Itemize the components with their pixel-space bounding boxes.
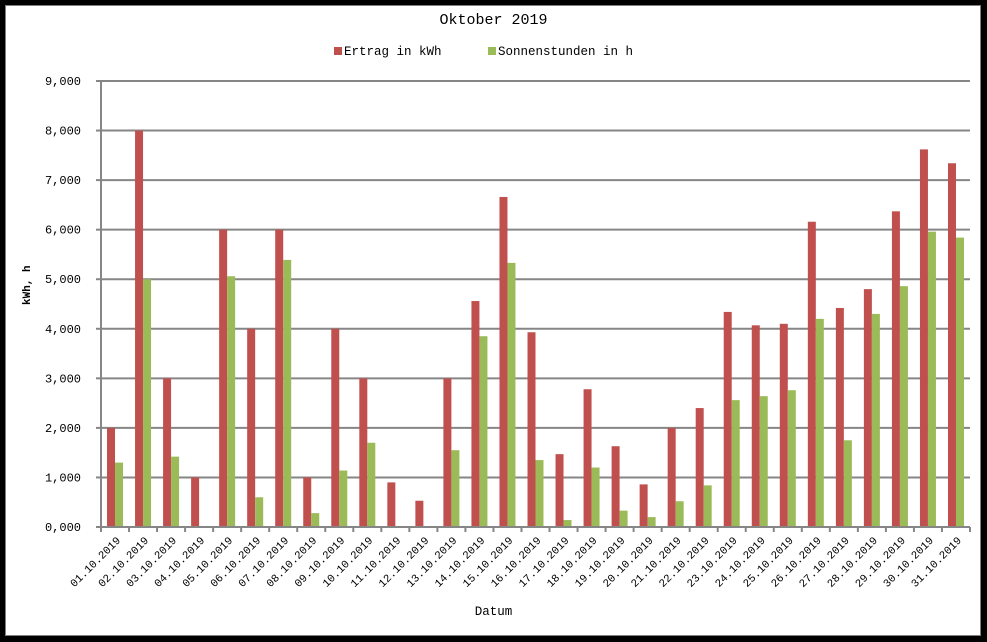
- bar: [723, 311, 732, 527]
- bar: [191, 477, 200, 527]
- bar: [899, 286, 908, 527]
- bar: [479, 336, 488, 527]
- bar: [283, 259, 292, 527]
- y-axis-ticks: 0,000 1,000 2,000 3,000 4,000 5,000 6,000 7,000…: [45, 75, 101, 535]
- y-tick-label: 3,000: [45, 372, 81, 386]
- bar: [255, 497, 264, 527]
- bar: [871, 313, 880, 527]
- bar: [535, 460, 544, 527]
- bar: [107, 427, 116, 527]
- bar: [171, 456, 180, 527]
- bar: [619, 510, 628, 527]
- bar: [115, 462, 124, 527]
- legend-item-sonnenstunden: Sonnenstunden in h: [488, 45, 633, 59]
- legend-swatch-green-icon: [488, 47, 496, 55]
- bar: [163, 378, 172, 527]
- x-tick-label: 31.10.2019: [910, 535, 965, 590]
- bar: [835, 307, 844, 527]
- bar: [863, 289, 872, 527]
- bar: [339, 470, 348, 527]
- bar: [695, 408, 704, 527]
- y-tick-label: 7,000: [45, 174, 81, 188]
- bar-series: [107, 130, 964, 528]
- bar: [555, 454, 564, 527]
- bar: [275, 229, 284, 527]
- bar: [955, 237, 964, 527]
- bar: [675, 501, 684, 527]
- y-tick-label: 4,000: [45, 323, 81, 337]
- bar: [815, 318, 824, 527]
- bar: [583, 389, 592, 527]
- bar: [367, 442, 376, 527]
- y-tick-label: 2,000: [45, 422, 81, 436]
- y-tick-label: 0,000: [45, 521, 81, 535]
- bar: [807, 221, 816, 527]
- y-tick-label: 1,000: [45, 471, 81, 485]
- y-tick-label: 5,000: [45, 273, 81, 287]
- y-tick-label: 9,000: [45, 75, 81, 89]
- bar: [443, 378, 452, 527]
- bar: [647, 517, 656, 527]
- bar: [667, 427, 676, 527]
- bar: [751, 325, 760, 527]
- bar: [563, 520, 572, 527]
- bar: [311, 513, 320, 527]
- bar: [843, 440, 852, 527]
- bar: [779, 323, 788, 527]
- chart-legend: Ertrag in kWh Sonnenstunden in h: [0, 45, 987, 63]
- legend-item-ertrag: Ertrag in kWh: [334, 45, 442, 59]
- legend-label: Ertrag in kWh: [344, 45, 442, 59]
- legend-swatch-red-icon: [334, 47, 342, 55]
- bar: [135, 130, 144, 528]
- bar: [591, 467, 600, 527]
- y-tick-label: 6,000: [45, 224, 81, 238]
- bar: [219, 229, 228, 527]
- bar: [415, 500, 424, 527]
- bar: [387, 482, 396, 527]
- bar: [759, 396, 768, 527]
- bar: [947, 163, 956, 528]
- bar: [471, 301, 480, 527]
- bar: [507, 262, 516, 527]
- bar: [247, 328, 256, 527]
- bar: [303, 477, 312, 527]
- bar: [143, 279, 152, 527]
- legend-label: Sonnenstunden in h: [498, 45, 634, 59]
- x-axis-label: Datum: [474, 605, 513, 619]
- bar: [919, 149, 928, 528]
- bar: [227, 276, 236, 527]
- bar: [731, 400, 740, 527]
- chart-title: Oktober 2019: [439, 12, 548, 29]
- bar: [703, 485, 712, 527]
- bar: [891, 211, 900, 527]
- bar: [451, 450, 460, 527]
- bar: [331, 328, 340, 527]
- y-tick-label: 8,000: [45, 125, 81, 139]
- bar: [639, 484, 648, 527]
- bar: [359, 378, 368, 527]
- bar: [787, 390, 796, 527]
- bar: [527, 332, 536, 527]
- x-axis-ticks: 01.10.201902.10.201903.10.201904.10.2019…: [69, 527, 971, 591]
- bar: [611, 446, 620, 527]
- bar: [927, 231, 936, 527]
- bar: [499, 196, 508, 527]
